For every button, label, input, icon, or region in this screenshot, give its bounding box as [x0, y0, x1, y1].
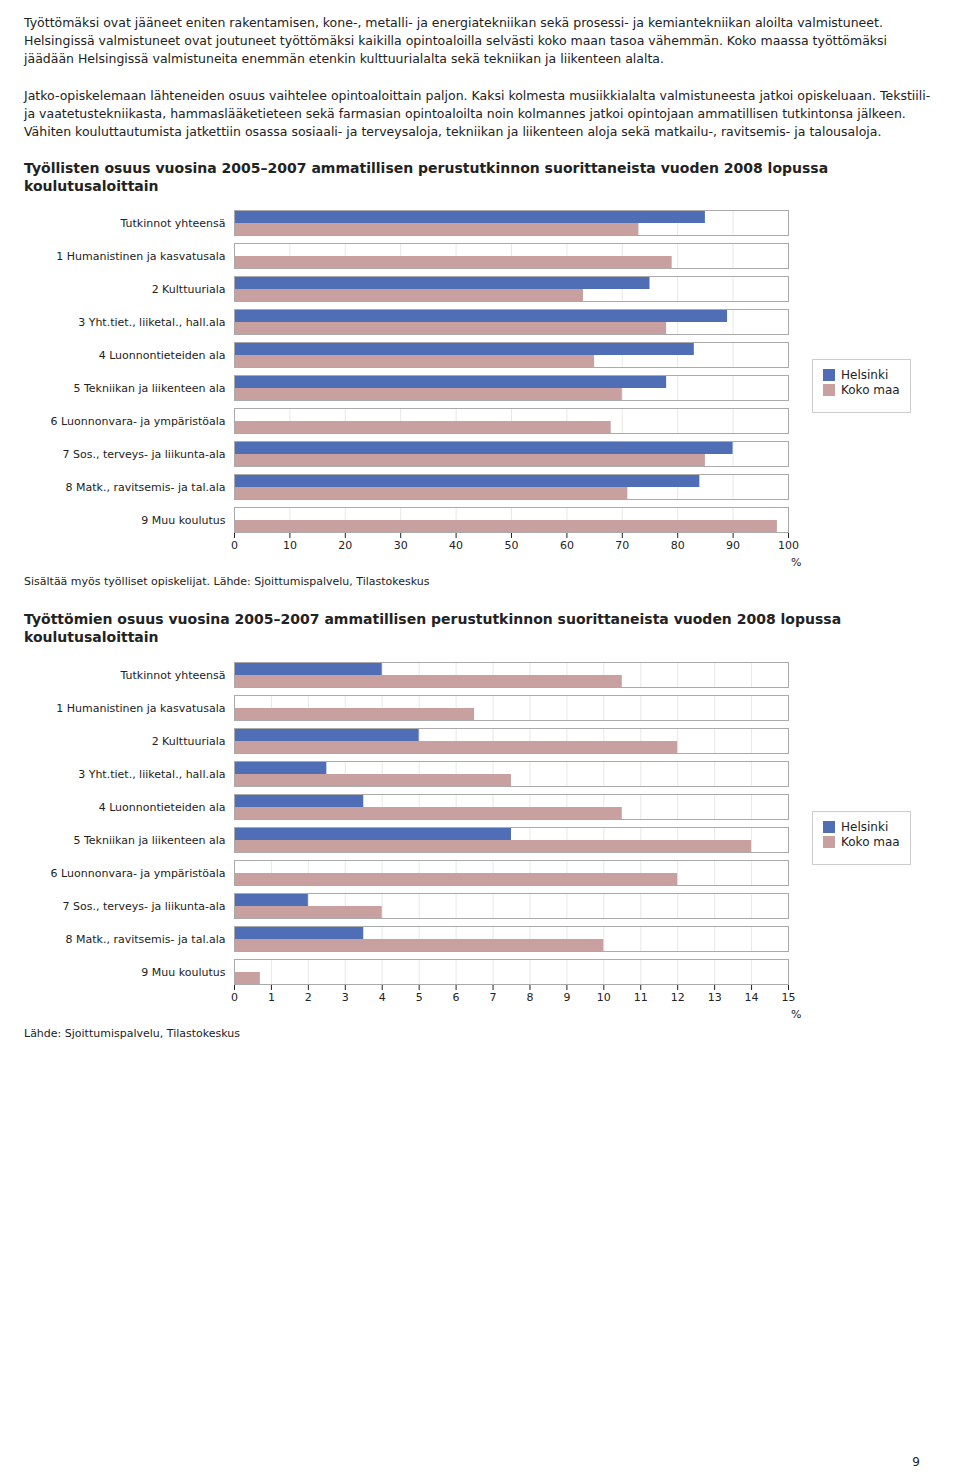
svg-text:%: % — [791, 556, 801, 569]
svg-text:15: 15 — [782, 991, 796, 1004]
svg-text:40: 40 — [449, 540, 463, 553]
svg-text:5: 5 — [416, 991, 423, 1004]
svg-text:30: 30 — [394, 540, 408, 553]
html-text:Koko maa: Koko maa — [841, 383, 900, 398]
html-text:Koko maa: Koko maa — [841, 834, 900, 849]
svg-text:12: 12 — [671, 991, 685, 1004]
html-text:Helsinki: Helsinki — [841, 819, 889, 834]
svg-text:8 Matk., ravitsemis- ja tal.al: 8 Matk., ravitsemis- ja tal.ala — [66, 481, 226, 494]
svg-text:4 Luonnontieteiden ala: 4 Luonnontieteiden ala — [99, 800, 226, 813]
svg-text:100: 100 — [778, 540, 799, 553]
svg-text:%: % — [791, 1007, 801, 1020]
svg-text:2 Kulttuuriala: 2 Kulttuuriala — [152, 734, 226, 747]
svg-text:3 Yht.tiet., liiketal., hall.a: 3 Yht.tiet., liiketal., hall.ala — [78, 316, 225, 329]
svg-text:8: 8 — [526, 991, 533, 1004]
svg-text:Tutkinnot yhteensä: Tutkinnot yhteensä — [119, 668, 225, 681]
svg-text:5 Tekniikan ja liikenteen ala: 5 Tekniikan ja liikenteen ala — [74, 833, 226, 846]
svg-text:Tutkinnot yhteensä: Tutkinnot yhteensä — [119, 217, 225, 230]
svg-text:6 Luonnonvara- ja ympäristöala: 6 Luonnonvara- ja ympäristöala — [51, 866, 226, 879]
svg-text:70: 70 — [615, 540, 629, 553]
svg-text:20: 20 — [338, 540, 352, 553]
svg-text:8 Matk., ravitsemis- ja tal.al: 8 Matk., ravitsemis- ja tal.ala — [66, 932, 226, 945]
svg-text:2: 2 — [305, 991, 312, 1004]
svg-text:0: 0 — [231, 540, 238, 553]
svg-text:5 Tekniikan ja liikenteen ala: 5 Tekniikan ja liikenteen ala — [74, 382, 226, 395]
svg-text:3: 3 — [342, 991, 349, 1004]
svg-text:80: 80 — [671, 540, 685, 553]
svg-text:1 Humanistinen ja kasvatusala: 1 Humanistinen ja kasvatusala — [56, 250, 225, 263]
svg-text:6: 6 — [453, 991, 460, 1004]
svg-text:1: 1 — [268, 991, 275, 1004]
svg-text:9 Muu koulutus: 9 Muu koulutus — [141, 965, 225, 978]
svg-text:1 Humanistinen ja kasvatusala: 1 Humanistinen ja kasvatusala — [56, 701, 225, 714]
svg-text:0: 0 — [231, 991, 238, 1004]
html-text:Helsinki: Helsinki — [841, 368, 889, 383]
svg-text:3 Yht.tiet., liiketal., hall.a: 3 Yht.tiet., liiketal., hall.ala — [78, 767, 225, 780]
html-text:Työttömien osuus vuosina 2005–: Työttömien osuus vuosina 2005–2007 ammat… — [24, 611, 842, 646]
svg-text:11: 11 — [634, 991, 648, 1004]
svg-text:2 Kulttuuriala: 2 Kulttuuriala — [152, 283, 226, 296]
svg-text:14: 14 — [745, 991, 759, 1004]
svg-text:10: 10 — [283, 540, 297, 553]
html-text:Työllisten osuus vuosina 2005–: Työllisten osuus vuosina 2005–2007 ammat… — [24, 159, 829, 195]
svg-text:4: 4 — [379, 991, 386, 1004]
svg-text:10: 10 — [597, 991, 611, 1004]
svg-text:50: 50 — [505, 540, 519, 553]
svg-text:13: 13 — [708, 991, 722, 1004]
svg-text:90: 90 — [726, 540, 740, 553]
svg-text:7 Sos., terveys- ja liikunta-a: 7 Sos., terveys- ja liikunta-ala — [62, 448, 225, 461]
html-text:Lähde: Sjoittumispalvelu, Tila: Lähde: Sjoittumispalvelu, Tilastokeskus — [24, 1026, 240, 1040]
svg-text:7: 7 — [490, 991, 497, 1004]
svg-text:9: 9 — [563, 991, 570, 1004]
svg-text:60: 60 — [560, 540, 574, 553]
html-text:9: 9 — [912, 1455, 920, 1469]
svg-text:7 Sos., terveys- ja liikunta-a: 7 Sos., terveys- ja liikunta-ala — [62, 899, 225, 912]
html-text:Sisältää myös työlliset opiske: Sisältää myös työlliset opiskelijat. Läh… — [24, 575, 430, 589]
svg-text:6 Luonnonvara- ja ympäristöala: 6 Luonnonvara- ja ympäristöala — [51, 415, 226, 428]
html-text:Työttömäksi ovat jääneet enite: Työttömäksi ovat jääneet eniten rakentam… — [24, 15, 935, 139]
svg-text:4 Luonnontieteiden ala: 4 Luonnontieteiden ala — [99, 349, 226, 362]
svg-text:9 Muu koulutus: 9 Muu koulutus — [141, 514, 225, 527]
